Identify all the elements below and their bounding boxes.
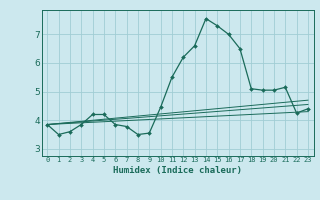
X-axis label: Humidex (Indice chaleur): Humidex (Indice chaleur) xyxy=(113,166,242,175)
